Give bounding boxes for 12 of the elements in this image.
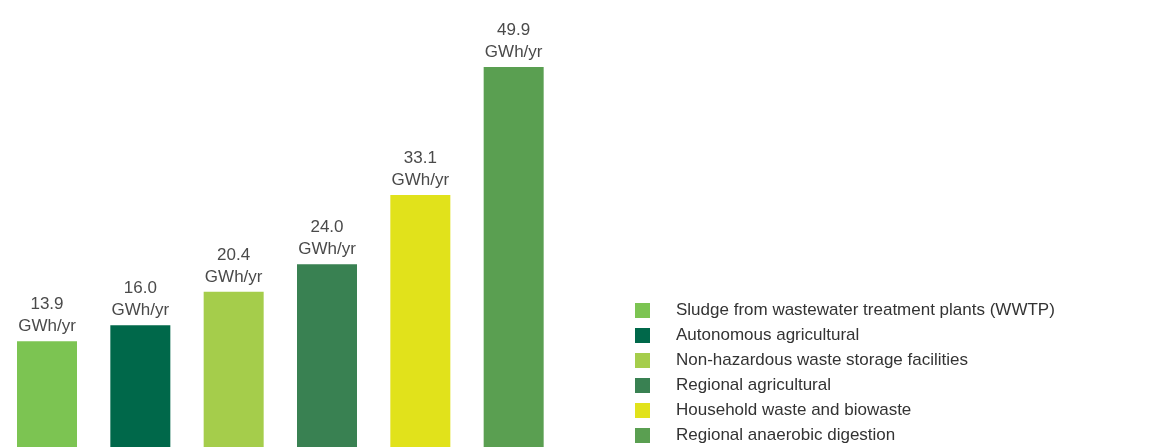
data-label: 16.0 GWh/yr [111, 278, 170, 320]
data-label: 24.0 GWh/yr [298, 217, 357, 259]
data-label: 49.9 GWh/yr [484, 20, 543, 61]
legend-label: Sludge from wastewater treatment plants (WWTP) [676, 300, 1055, 319]
legend-label: Household waste and biowaste [676, 400, 912, 419]
legend-label: Regional anaerobic digestion [676, 425, 896, 444]
legend-label: Regional agricultural [676, 375, 831, 394]
data-label: 33.1 GWh/yr [391, 147, 450, 189]
legend-label: Non-hazardous waste storage facilities [676, 350, 968, 369]
data-label: 20.4 GWh/yr [204, 244, 263, 286]
legend-label: Autonomous agricultural [676, 325, 860, 344]
data-label: 13.9 GWh/yr [18, 294, 77, 336]
